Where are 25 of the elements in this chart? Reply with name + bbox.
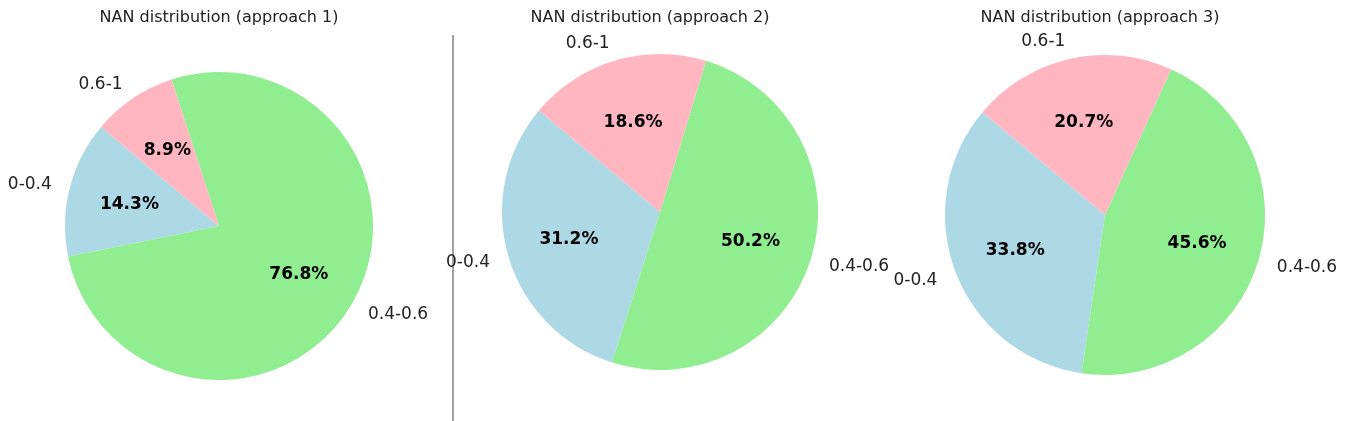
data-label: 45.6%	[1167, 232, 1227, 253]
data-label: 31.2%	[539, 228, 599, 249]
slice-label: 0-0.4	[893, 268, 938, 289]
pie-slice	[502, 110, 660, 363]
data-label: 33.8%	[985, 239, 1045, 260]
slice-label: 0-0.4	[7, 173, 52, 194]
data-label: 18.6%	[603, 111, 663, 132]
pie-slice	[65, 127, 219, 257]
pie-slice	[538, 54, 707, 212]
chart-title: NAN distribution (approach 3)	[980, 7, 1220, 26]
slice-label: 0.6-1	[1021, 30, 1066, 51]
data-label: 76.8%	[269, 262, 329, 283]
data-label: 8.9%	[143, 139, 191, 160]
slice-label: 0-0.4	[446, 251, 491, 272]
slice-label: 0.6-1	[78, 72, 123, 93]
chart-title: NAN distribution (approach 1)	[99, 7, 339, 26]
data-label: 50.2%	[721, 230, 780, 251]
slice-label: 0.4-0.6	[828, 254, 890, 275]
chart-title: NAN distribution (approach 2)	[530, 7, 770, 26]
data-label: 20.7%	[1054, 111, 1114, 132]
slice-label: 0.4-0.6	[367, 302, 429, 323]
pie-slice	[982, 55, 1172, 215]
slice-label: 0.6-1	[565, 32, 610, 53]
data-label: 14.3%	[99, 193, 159, 214]
slice-label: 0.4-0.6	[1276, 255, 1338, 276]
